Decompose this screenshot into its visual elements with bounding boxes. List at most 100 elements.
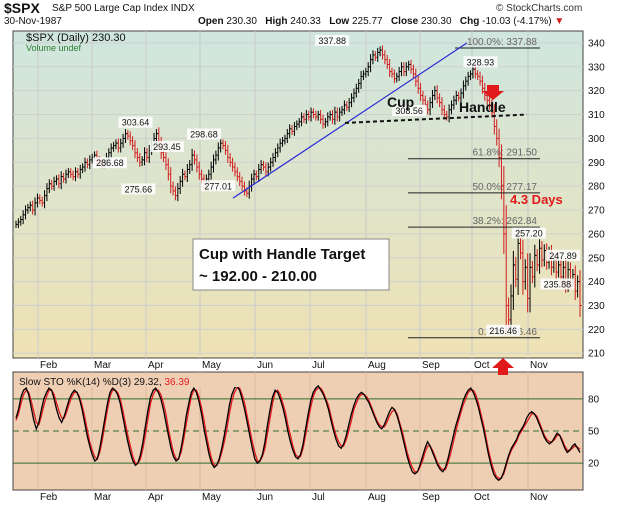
down-arrow-icon: ▼ [554,16,565,27]
fib-label: 61.8%: 291.50 [473,148,538,159]
stoch-legend: Slow STO %K(14) %D(3) 29.32, 36.39 [19,377,190,388]
month-label-oct: Oct [474,360,490,371]
price-tick-300: 300 [588,134,605,145]
price-annotation-bg [149,141,184,153]
volume-legend: Volume undef [26,43,82,53]
down-arrow-icon [482,85,504,100]
price-tick-210: 210 [588,349,605,360]
cup-label: Cup [387,94,414,110]
stoch-d-line [15,387,581,479]
chg-value: -10.03 (-4.17%) [482,16,552,27]
ohlc-readout: Open 230.30 High 240.33 Low 225.77 Close… [198,16,564,27]
price-annotation-bg [121,183,156,195]
price-tick-290: 290 [588,158,605,169]
stoch-month-label-apr: Apr [148,492,164,503]
stoch-month-label-nov: Nov [530,492,548,503]
price-annotation: 303.64 [122,118,150,128]
price-annotation-bg [392,104,427,116]
price-annotation-bg [546,249,581,261]
price-annotation: 328.93 [467,57,495,67]
stoch-month-label-sep: Sep [422,492,440,503]
close-label: Close [390,16,419,27]
stoch-month-label-feb: Feb [40,492,58,503]
price-annotation: 216.46 [489,326,517,336]
price-tick-240: 240 [588,277,605,288]
price-tick-320: 320 [588,86,605,97]
chg-label: Chg [459,16,480,27]
exchange-label: INDX [170,3,195,14]
close-value: 230.30 [420,16,452,27]
stoch-month-label-mar: Mar [94,492,112,503]
stoch-legend-k: Slow STO %K(14) %D(3) 29.32, [19,377,164,388]
price-tick-260: 260 [588,229,605,240]
price-tick-280: 280 [588,182,605,193]
month-label-nov: Nov [530,360,548,371]
stoch-tick-80: 80 [588,394,600,405]
price-tick-220: 220 [588,325,605,336]
high-label: High [265,16,288,27]
stoch-tick-50: 50 [588,427,600,438]
target-box [192,238,390,291]
fib-label: 38.2%: 262.84 [473,216,538,227]
low-value: 225.77 [352,16,383,27]
price-legend: $SPX (Daily) 230.30 [26,32,126,44]
stoch-legend-bg [17,375,243,387]
stoch-month-label-may: May [202,492,221,503]
stoch-k-line [15,384,581,482]
price-annotation-bg [540,278,575,290]
price-annotation: 257.20 [515,229,543,239]
fib-label: 100.0%: 337.88 [467,37,537,48]
month-label-may: May [202,360,221,371]
price-annotation: 308.56 [395,106,423,116]
month-label-aug: Aug [368,360,386,371]
low-label: Low [329,16,350,27]
cup-trendline [232,42,468,199]
days-label: 4.3 Days [510,192,563,207]
price-annotation: 298.68 [190,130,218,140]
price-annotation: 235.88 [544,279,572,289]
month-label-mar: Mar [94,360,112,371]
stockcharts-logo: © StockCharts.com [496,3,583,14]
price-annotation-bg [315,34,350,46]
stoch-legend-d: 36.39 [164,377,189,388]
index-name: S&P 500 Large Cap Index INDX [52,3,195,14]
price-tick-330: 330 [588,62,605,73]
price-annotation-bg [201,180,236,192]
cup-rim-line [344,113,528,124]
price-annotation: 277.01 [204,181,232,191]
price-tick-270: 270 [588,206,605,217]
price-annotation-bg [511,227,546,239]
price-annotation: 337.88 [318,36,346,46]
open-value: 230.30 [226,16,257,27]
price-tick-250: 250 [588,253,605,264]
price-annotation-bg [486,324,521,336]
stoch-month-label-oct: Oct [474,492,490,503]
price-annotation: 247.89 [549,251,577,261]
month-label-jun: Jun [257,360,273,371]
target-line2: ~ 192.00 - 210.00 [199,268,317,285]
price-annotation: 293.45 [153,142,181,152]
target-line1: Cup with Handle Target [199,246,365,263]
chart-date: 30-Nov-1987 [4,16,62,27]
symbol-title: $SPX [4,0,40,16]
month-label-jul: Jul [312,360,325,371]
price-annotation-bg [186,128,221,140]
price-annotation-bg [118,116,153,128]
price-annotation-bg [463,56,498,68]
stoch-month-label-aug: Aug [368,492,386,503]
stoch-tick-20: 20 [588,459,600,470]
price-annotation-bg [92,157,127,169]
price-annotation: 286.68 [96,158,124,168]
month-label-feb: Feb [40,360,58,371]
price-tick-230: 230 [588,301,605,312]
price-tick-340: 340 [588,38,605,49]
month-label-sep: Sep [422,360,440,371]
high-value: 240.33 [290,16,321,27]
stoch-month-label-jul: Jul [312,492,325,503]
price-tick-310: 310 [588,110,605,121]
open-label: Open [198,16,224,27]
price-annotation: 275.66 [125,185,153,195]
stoch-month-label-jun: Jun [257,492,273,503]
